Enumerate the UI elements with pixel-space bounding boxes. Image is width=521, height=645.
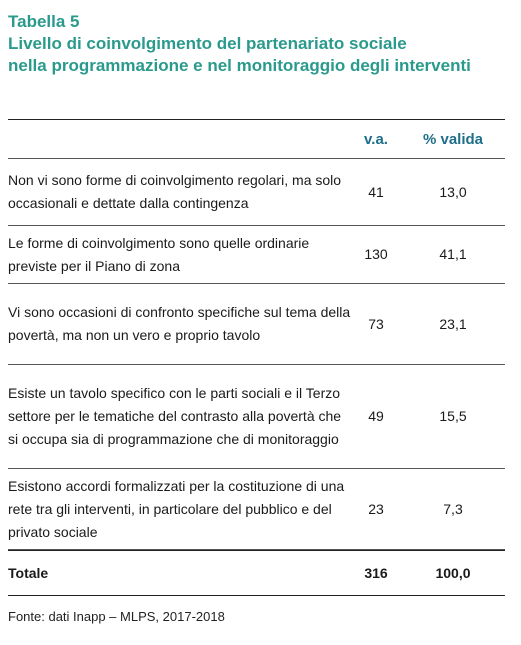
header-va: v.a.	[364, 130, 388, 148]
table-row: Esiste un tavolo specifico con le parti …	[8, 365, 505, 469]
row-pct: 15,5	[439, 408, 467, 424]
source-note: Fonte: dati Inapp – MLPS, 2017-2018	[8, 609, 225, 624]
row-description: Le forme di coinvolgimento sono quelle o…	[8, 234, 310, 274]
header-pct: % valida	[422, 130, 484, 148]
table-row: Esistono accordi formalizzati per la cos…	[8, 469, 505, 550]
total-va: 316	[364, 564, 388, 581]
table-title-line-1: Livello di coinvolgimento del partenaria…	[8, 34, 407, 53]
data-table: v.a. % valida Non vi sono forme di coinv…	[8, 119, 505, 596]
table-heading: Tabella 5 Livello di coinvolgimento del …	[8, 12, 471, 76]
row-description: Esiste un tavolo specifico con le parti …	[8, 385, 342, 447]
table-row: Non vi sono forme di coinvolgimento rego…	[8, 159, 505, 226]
row-pct: 41,1	[439, 246, 467, 262]
total-pct: 100,0	[435, 564, 471, 581]
row-va: 73	[368, 315, 384, 332]
row-va: 41	[368, 183, 384, 200]
row-description: Non vi sono forme di coinvolgimento rego…	[8, 172, 342, 211]
row-va: 49	[368, 408, 384, 424]
table-header-row: v.a. % valida	[8, 120, 505, 159]
row-description: Esistono accordi formalizzati per la cos…	[8, 477, 345, 540]
row-description: Vi sono occasioni di confronto specifich…	[8, 304, 351, 343]
table-row: Le forme di coinvolgimento sono quelle o…	[8, 226, 505, 284]
table-total-row: Totale 316 100,0	[8, 550, 505, 595]
row-va: 23	[368, 500, 384, 517]
row-pct: 13,0	[439, 183, 467, 200]
row-pct: 23,1	[439, 315, 467, 332]
table-row: Vi sono occasioni di confronto specifich…	[8, 284, 505, 365]
table-title-line-2: nella programmazione e nel monitoraggio …	[8, 56, 471, 75]
total-label: Totale	[8, 564, 49, 581]
row-pct: 7,3	[443, 500, 463, 517]
table-number: Tabella 5	[8, 12, 80, 31]
row-va: 130	[364, 246, 388, 262]
